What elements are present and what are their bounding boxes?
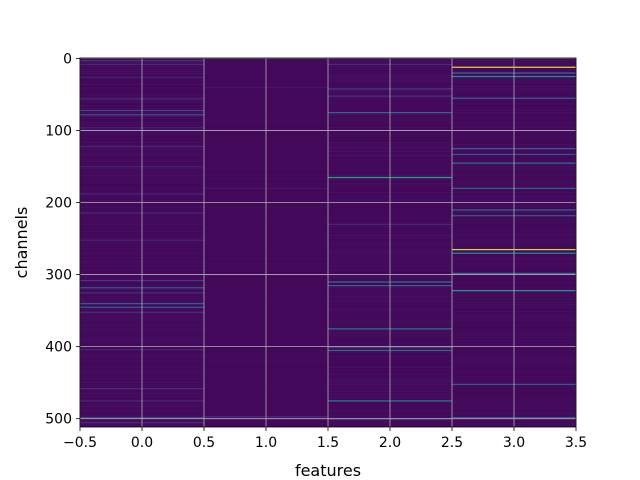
x-tick-label: 3.0 (503, 435, 525, 451)
y-tick-label: 100 (45, 123, 72, 139)
y-tick-label: 300 (45, 268, 72, 284)
x-tick-label: 0.5 (193, 435, 215, 451)
x-tick-label: 0.0 (131, 435, 153, 451)
x-tick-label: 2.5 (441, 435, 463, 451)
y-tick-label: 0 (63, 51, 72, 67)
y-axis: 0 100 200 300 400 500 (45, 51, 80, 428)
x-tick-label: 1.5 (317, 435, 339, 451)
x-axis: −0.5 0.0 0.5 1.0 1.5 2.0 2.5 3.0 3.5 (63, 427, 587, 451)
y-axis-label: channels (12, 207, 31, 279)
x-axis-label: features (295, 461, 361, 480)
x-tick-label: −0.5 (63, 435, 97, 451)
x-tick-label: 1.0 (255, 435, 277, 451)
y-tick-label: 500 (45, 412, 72, 428)
y-tick-label: 400 (45, 340, 72, 356)
y-tick-label: 200 (45, 196, 72, 212)
x-tick-label: 3.5 (565, 435, 587, 451)
x-tick-label: 2.0 (379, 435, 401, 451)
